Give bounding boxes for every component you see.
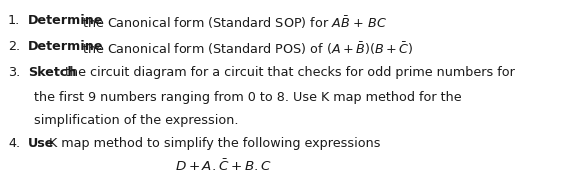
- Text: K map method to simplify the following expressions: K map method to simplify the following e…: [45, 137, 380, 150]
- Text: Determine: Determine: [28, 40, 104, 53]
- Text: Determine: Determine: [28, 14, 104, 27]
- Text: 1.: 1.: [8, 14, 20, 27]
- Text: 4.: 4.: [8, 137, 20, 150]
- Text: 2.: 2.: [8, 40, 20, 53]
- Text: the first 9 numbers ranging from 0 to 8. Use K map method for the: the first 9 numbers ranging from 0 to 8.…: [34, 91, 462, 104]
- Text: the circuit diagram for a circuit that checks for odd prime numbers for: the circuit diagram for a circuit that c…: [61, 66, 515, 79]
- Text: Use: Use: [28, 137, 54, 150]
- Text: the Canonical form (Standard SOP) for $A\bar{B}$ + $BC$: the Canonical form (Standard SOP) for $A…: [78, 14, 387, 31]
- Text: $D + A.\bar{C} + B.C$: $D + A.\bar{C} + B.C$: [175, 158, 272, 174]
- Text: 3.: 3.: [8, 66, 20, 79]
- Text: simplification of the expression.: simplification of the expression.: [34, 114, 238, 127]
- Text: Sketch: Sketch: [28, 66, 76, 79]
- Text: the Canonical form (Standard POS) of $(A + \bar{B})(B + \bar{C})$: the Canonical form (Standard POS) of $(A…: [78, 40, 413, 57]
